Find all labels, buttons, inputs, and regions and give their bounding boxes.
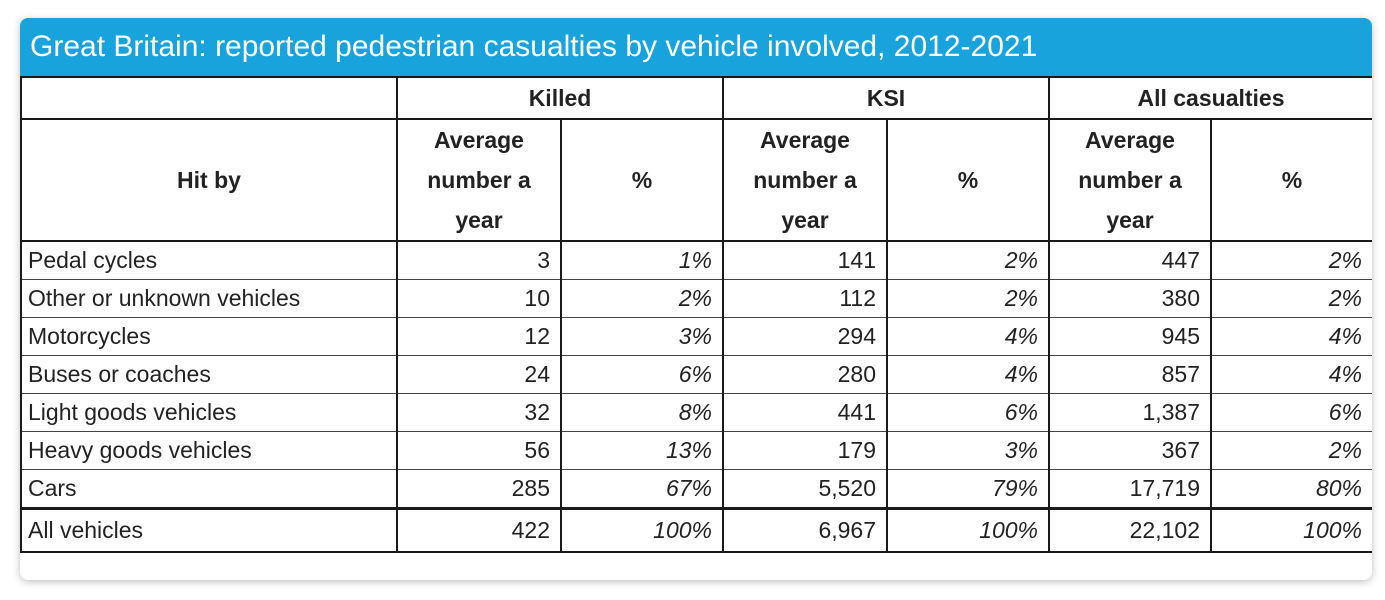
all-avg-cell: 380 bbox=[1048, 279, 1212, 318]
killed-avg-cell: 422 bbox=[396, 507, 562, 553]
ksi-pct-cell: 6% bbox=[886, 393, 1050, 432]
ksi-avg-cell: 6,967 bbox=[722, 507, 888, 553]
ksi-avg-cell: 441 bbox=[722, 393, 888, 432]
killed-pct-cell: 100% bbox=[560, 507, 724, 553]
table-row: Motorcycles 12 3% 294 4% 945 4% bbox=[20, 317, 1372, 356]
ksi-avg-header: Average number a year bbox=[722, 118, 888, 242]
killed-pct-cell: 67% bbox=[560, 469, 724, 509]
row-name-cell: All vehicles bbox=[20, 507, 398, 553]
row-name-cell: Other or unknown vehicles bbox=[20, 279, 398, 318]
all-avg-cell: 367 bbox=[1048, 431, 1212, 470]
empty-corner-cell bbox=[20, 76, 398, 120]
row-name-cell: Pedal cycles bbox=[20, 240, 398, 280]
ksi-avg-cell: 294 bbox=[722, 317, 888, 356]
killed-pct-cell: 8% bbox=[560, 393, 724, 432]
ksi-pct-cell: 4% bbox=[886, 355, 1050, 394]
ksi-avg-cell: 5,520 bbox=[722, 469, 888, 509]
row-name-cell: Motorcycles bbox=[20, 317, 398, 356]
row-name-cell: Light goods vehicles bbox=[20, 393, 398, 432]
all-pct-cell: 2% bbox=[1210, 240, 1372, 280]
killed-avg-cell: 32 bbox=[396, 393, 562, 432]
all-pct-cell: 2% bbox=[1210, 279, 1372, 318]
group-header-ksi: KSI bbox=[722, 76, 1050, 120]
ksi-pct-cell: 100% bbox=[886, 507, 1050, 553]
ksi-pct-header: % bbox=[886, 118, 1050, 242]
all-pct-cell: 4% bbox=[1210, 355, 1372, 394]
sub-header-row: Hit by Average number a year % Average n… bbox=[20, 118, 1372, 242]
killed-pct-cell: 1% bbox=[560, 240, 724, 280]
killed-avg-cell: 24 bbox=[396, 355, 562, 394]
table-body: Pedal cycles 3 1% 141 2% 447 2% Other or unknow… bbox=[20, 240, 1372, 553]
all-avg-cell: 945 bbox=[1048, 317, 1212, 356]
all-avg-cell: 1,387 bbox=[1048, 393, 1212, 432]
table-card: Great Britain: reported pedestrian casua… bbox=[20, 18, 1372, 580]
table-row: Heavy goods vehicles 56 13% 179 3% 367 2% bbox=[20, 431, 1372, 470]
ksi-avg-cell: 179 bbox=[722, 431, 888, 470]
all-avg-cell: 857 bbox=[1048, 355, 1212, 394]
killed-pct-cell: 2% bbox=[560, 279, 724, 318]
all-pct-cell: 6% bbox=[1210, 393, 1372, 432]
killed-avg-cell: 3 bbox=[396, 240, 562, 280]
ksi-avg-cell: 112 bbox=[722, 279, 888, 318]
killed-pct-cell: 3% bbox=[560, 317, 724, 356]
all-avg-cell: 22,102 bbox=[1048, 507, 1212, 553]
killed-avg-cell: 285 bbox=[396, 469, 562, 509]
all-pct-header: % bbox=[1210, 118, 1372, 242]
ksi-avg-cell: 141 bbox=[722, 240, 888, 280]
group-header-all: All casualties bbox=[1048, 76, 1372, 120]
killed-avg-cell: 12 bbox=[396, 317, 562, 356]
table-title: Great Britain: reported pedestrian casua… bbox=[20, 18, 1372, 76]
all-pct-cell: 2% bbox=[1210, 431, 1372, 470]
ksi-pct-cell: 2% bbox=[886, 279, 1050, 318]
all-avg-cell: 17,719 bbox=[1048, 469, 1212, 509]
all-pct-cell: 80% bbox=[1210, 469, 1372, 509]
all-avg-header: Average number a year bbox=[1048, 118, 1212, 242]
all-avg-cell: 447 bbox=[1048, 240, 1212, 280]
killed-pct-cell: 13% bbox=[560, 431, 724, 470]
casualties-table: Killed KSI All casualties Hit by Average… bbox=[20, 76, 1372, 553]
ksi-pct-cell: 79% bbox=[886, 469, 1050, 509]
group-header-killed: Killed bbox=[396, 76, 724, 120]
hit-by-header: Hit by bbox=[20, 118, 398, 242]
row-name-cell: Heavy goods vehicles bbox=[20, 431, 398, 470]
table-row: Cars 285 67% 5,520 79% 17,719 80% bbox=[20, 469, 1372, 509]
ksi-avg-cell: 280 bbox=[722, 355, 888, 394]
row-name-cell: Buses or coaches bbox=[20, 355, 398, 394]
table-row: Buses or coaches 24 6% 280 4% 857 4% bbox=[20, 355, 1372, 394]
all-pct-cell: 100% bbox=[1210, 507, 1372, 553]
killed-avg-cell: 10 bbox=[396, 279, 562, 318]
killed-avg-header: Average number a year bbox=[396, 118, 562, 242]
group-header-row: Killed KSI All casualties bbox=[20, 76, 1372, 120]
all-pct-cell: 4% bbox=[1210, 317, 1372, 356]
table-row: Light goods vehicles 32 8% 441 6% 1,387 6% bbox=[20, 393, 1372, 432]
total-row: All vehicles 422 100% 6,967 100% 22,102 100% bbox=[20, 507, 1372, 553]
killed-pct-cell: 6% bbox=[560, 355, 724, 394]
ksi-pct-cell: 2% bbox=[886, 240, 1050, 280]
table-row: Other or unknown vehicles 10 2% 112 2% 380 2% bbox=[20, 279, 1372, 318]
table-row: Pedal cycles 3 1% 141 2% 447 2% bbox=[20, 240, 1372, 280]
ksi-pct-cell: 3% bbox=[886, 431, 1050, 470]
ksi-pct-cell: 4% bbox=[886, 317, 1050, 356]
row-name-cell: Cars bbox=[20, 469, 398, 509]
killed-pct-header: % bbox=[560, 118, 724, 242]
killed-avg-cell: 56 bbox=[396, 431, 562, 470]
